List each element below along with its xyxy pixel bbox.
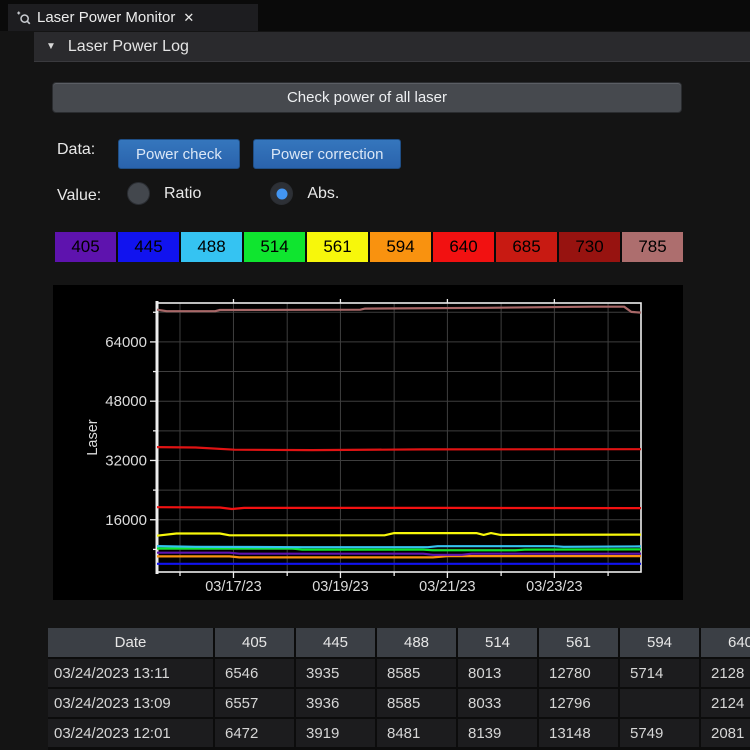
laser-swatch-594[interactable]: 594: [370, 232, 431, 262]
cell-value[interactable]: 5714: [620, 659, 699, 687]
radio-option-ratio: Ratio: [127, 182, 201, 205]
series-line-640: [157, 507, 641, 509]
tab-title: Laser Power Monitor: [37, 9, 175, 26]
laser-power-monitor-window: Laser Power Monitor ✕ ▼ Laser Power Log …: [0, 0, 750, 750]
cell-value[interactable]: 6557: [215, 689, 294, 717]
laser-swatch-405[interactable]: 405: [55, 232, 116, 262]
value-options: Ratio Abs.: [127, 182, 339, 205]
cell-value[interactable]: 3935: [296, 659, 375, 687]
cell-date[interactable]: 03/24/2023 13:11: [48, 659, 213, 687]
cell-value[interactable]: 8033: [458, 689, 537, 717]
search-icon: [16, 10, 31, 26]
cell-value[interactable]: 13148: [539, 719, 618, 747]
cell-value[interactable]: 2081: [701, 719, 750, 747]
column-header-594[interactable]: 594: [620, 628, 699, 657]
power-log-table[interactable]: Date405445488514561594640 03/24/2023 13:1…: [48, 628, 750, 750]
cell-value[interactable]: 6472: [215, 719, 294, 747]
series-line-785: [157, 307, 641, 313]
power-log-grid: Date405445488514561594640 03/24/2023 13:1…: [48, 628, 750, 747]
laser-swatch-685[interactable]: 685: [496, 232, 557, 262]
x-tick-label: 03/21/23: [419, 579, 475, 595]
laser-swatch-785[interactable]: 785: [622, 232, 683, 262]
column-header-date[interactable]: Date: [48, 628, 213, 657]
check-power-all-button[interactable]: Check power of all laser: [52, 82, 682, 113]
chevron-down-icon[interactable]: ▼: [46, 41, 56, 52]
series-line-561: [157, 533, 641, 536]
laser-power-chart: 16000 32000 48000 64000 03/17/23 03/19/23 03/2…: [53, 285, 683, 600]
radio-option-abs: Abs.: [270, 182, 339, 205]
cell-date[interactable]: 03/24/2023 13:09: [48, 689, 213, 717]
button-power-check[interactable]: Power check: [118, 139, 240, 169]
column-header-561[interactable]: 561: [539, 628, 618, 657]
cell-value[interactable]: 12780: [539, 659, 618, 687]
section-header-laser-power-log[interactable]: ▼ Laser Power Log: [34, 32, 750, 62]
data-label: Data:: [57, 141, 95, 159]
series-line-514: [157, 549, 641, 551]
y-axis-title: Laser: [85, 419, 101, 455]
column-header-488[interactable]: 488: [377, 628, 456, 657]
cell-value[interactable]: 12796: [539, 689, 618, 717]
value-label: Value:: [57, 187, 101, 205]
x-tick-label: 03/17/23: [205, 579, 261, 595]
cell-value[interactable]: 6546: [215, 659, 294, 687]
laser-swatch-561[interactable]: 561: [307, 232, 368, 262]
chart-svg: 16000 32000 48000 64000 03/17/23 03/19/23 03/2…: [53, 285, 683, 600]
laser-swatch-514[interactable]: 514: [244, 232, 305, 262]
column-header-405[interactable]: 405: [215, 628, 294, 657]
tab-strip: Laser Power Monitor ✕: [0, 0, 750, 31]
laser-swatch-445[interactable]: 445: [118, 232, 179, 262]
series-line-405: [157, 553, 641, 555]
radio-unselected[interactable]: [127, 182, 150, 205]
radio-selected[interactable]: [270, 182, 293, 205]
column-header-445[interactable]: 445: [296, 628, 375, 657]
cell-value[interactable]: 8013: [458, 659, 537, 687]
cell-value[interactable]: 8139: [458, 719, 537, 747]
y-tick-label: 48000: [105, 393, 147, 410]
series-line-594: [157, 556, 641, 557]
cell-value[interactable]: 8585: [377, 689, 456, 717]
section-title: Laser Power Log: [68, 38, 189, 56]
cell-value[interactable]: 2124: [701, 689, 750, 717]
x-tick-label: 03/23/23: [526, 579, 582, 595]
y-tick-label: 64000: [105, 334, 147, 351]
laser-swatch-640[interactable]: 640: [433, 232, 494, 262]
series-line-685: [157, 447, 641, 450]
cell-value[interactable]: 2128: [701, 659, 750, 687]
radio-label[interactable]: Ratio: [164, 185, 201, 203]
cell-value[interactable]: 5749: [620, 719, 699, 747]
cell-value[interactable]: 3936: [296, 689, 375, 717]
column-header-640[interactable]: 640: [701, 628, 750, 657]
laser-swatch-730[interactable]: 730: [559, 232, 620, 262]
button-power-correction[interactable]: Power correction: [253, 139, 402, 169]
y-tick-label: 32000: [105, 452, 147, 469]
radio-label[interactable]: Abs.: [307, 185, 339, 203]
cell-value[interactable]: 8585: [377, 659, 456, 687]
series-line-488: [157, 546, 641, 547]
cell-date[interactable]: 03/24/2023 12:01: [48, 719, 213, 747]
cell-value[interactable]: 8481: [377, 719, 456, 747]
cell-value[interactable]: 3919: [296, 719, 375, 747]
laser-swatch-488[interactable]: 488: [181, 232, 242, 262]
data-buttons: Power check Power correction: [118, 139, 401, 169]
column-header-514[interactable]: 514: [458, 628, 537, 657]
cell-value[interactable]: [620, 689, 699, 717]
tab-laser-power-monitor[interactable]: Laser Power Monitor ✕: [8, 4, 258, 31]
wavelength-swatch-row: 405445488514561594640685730785: [55, 232, 683, 262]
close-icon[interactable]: ✕: [183, 10, 194, 26]
y-tick-label: 16000: [105, 512, 147, 529]
x-tick-label: 03/19/23: [312, 579, 368, 595]
